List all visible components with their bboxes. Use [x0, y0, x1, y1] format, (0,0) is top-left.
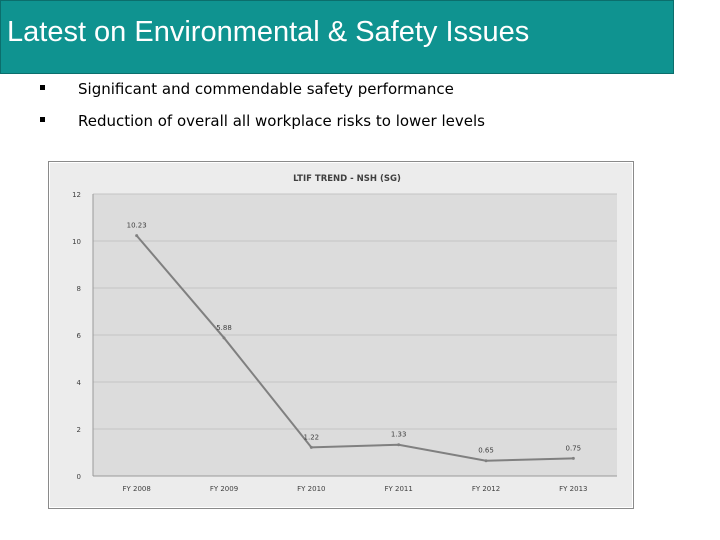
bullet-square-icon [40, 85, 45, 90]
bullet-square-icon [40, 117, 45, 122]
y-tick-label: 0 [77, 473, 81, 481]
x-tick-label: FY 2012 [472, 485, 500, 493]
label-layer: 10.23 5.88 1.22 1.33 0.65 0.75 [127, 222, 581, 455]
title-bar: Latest on Environmental & Safety Issues [0, 0, 674, 74]
data-point [397, 443, 401, 447]
data-point [222, 336, 226, 340]
data-point [135, 234, 139, 238]
axis-layer: 0 2 4 6 8 10 12 FY 2008 FY 2009 FY 2010 FY 2011 FY … [72, 191, 617, 493]
data-label: 10.23 [127, 222, 147, 230]
series-layer [135, 234, 575, 463]
data-point [571, 456, 575, 460]
x-tick-label: FY 2008 [122, 485, 150, 493]
data-label: 1.22 [304, 433, 320, 441]
data-label: 1.33 [391, 431, 407, 439]
bullet-text: Significant and commendable safety perfo… [78, 80, 454, 98]
x-tick-label: FY 2010 [297, 485, 325, 493]
y-tick-label: 12 [72, 191, 81, 199]
chart-title: LTIF TREND - NSH (SG) [293, 174, 401, 184]
y-tick-label: 8 [77, 285, 81, 293]
data-label: 5.88 [216, 324, 232, 332]
bullet-text: Reduction of overall all workplace risks… [78, 112, 485, 130]
chart-frame: LTIF TREND - NSH (SG) 0 2 4 6 8 10 12 FY 2008 FY… [48, 161, 634, 509]
x-tick-label: FY 2009 [210, 485, 238, 493]
data-label: 0.75 [566, 444, 582, 452]
y-tick-label: 2 [77, 426, 81, 434]
y-tick-label: 10 [72, 238, 81, 246]
y-tick-label: 4 [77, 379, 82, 387]
data-point [309, 445, 313, 449]
y-tick-label: 6 [77, 332, 82, 340]
x-tick-label: FY 2013 [559, 485, 587, 493]
series-line [135, 234, 574, 462]
data-point [484, 459, 488, 463]
x-tick-label: FY 2011 [384, 485, 412, 493]
ltif-chart: LTIF TREND - NSH (SG) 0 2 4 6 8 10 12 FY 2008 FY… [50, 163, 632, 507]
data-label: 0.65 [478, 447, 494, 455]
page-title: Latest on Environmental & Safety Issues [7, 16, 530, 48]
